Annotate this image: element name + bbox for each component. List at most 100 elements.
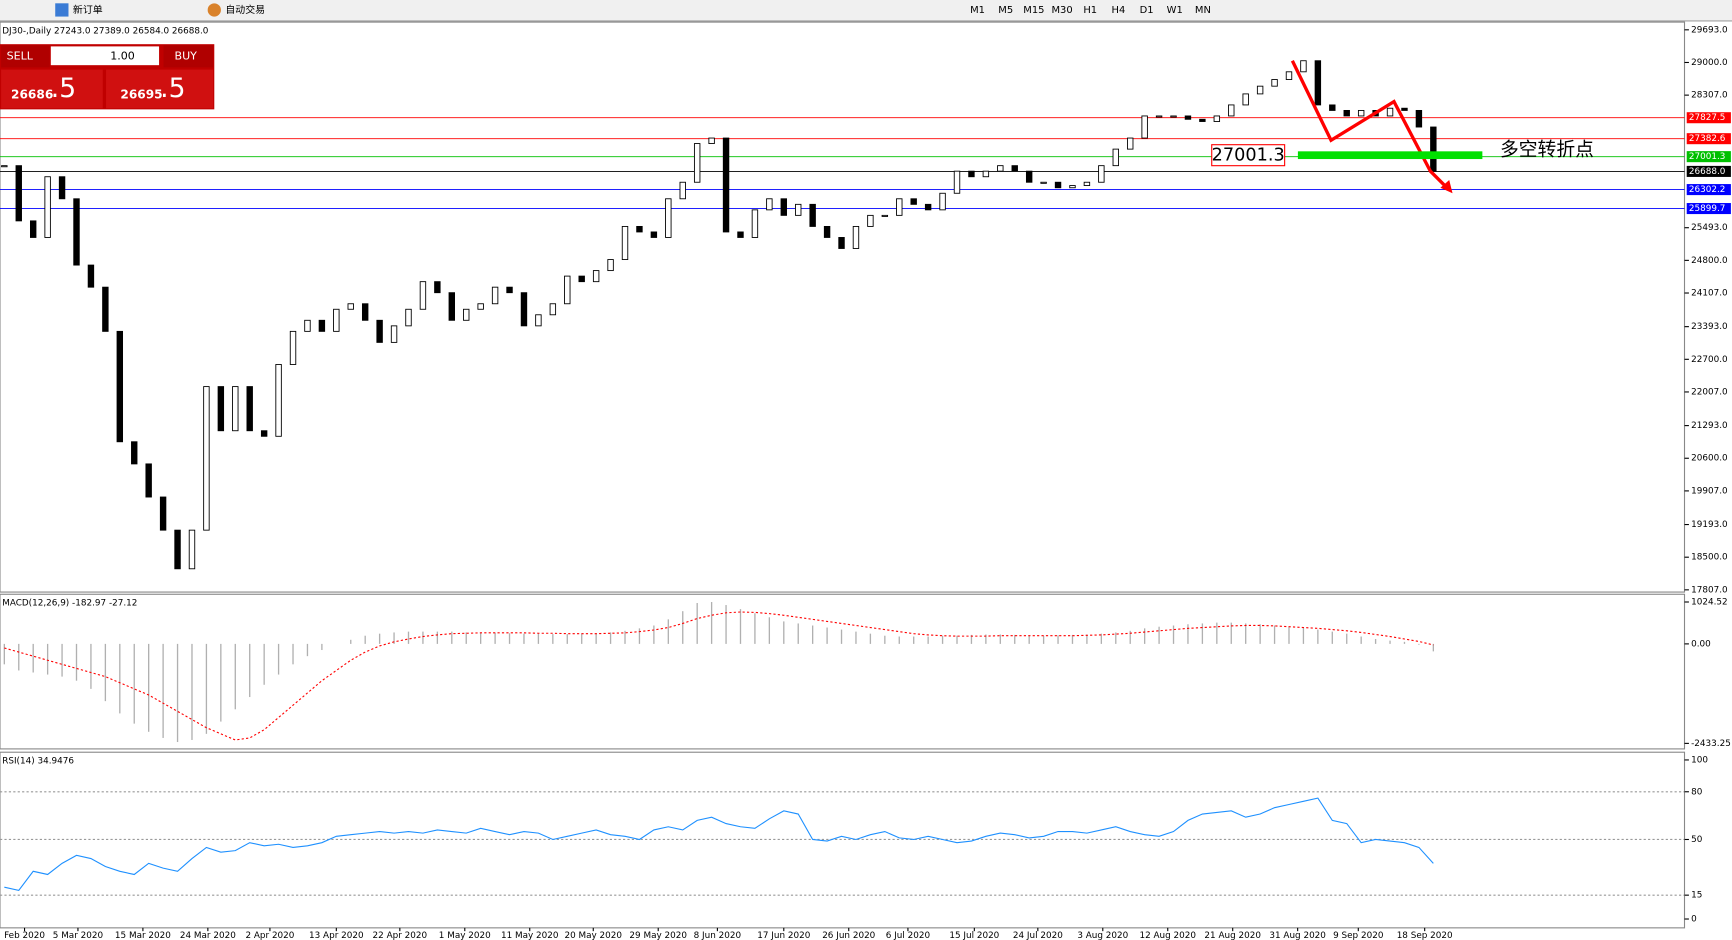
candle-body (708, 137, 715, 145)
timeframe-button[interactable]: M15 (1023, 5, 1044, 16)
candle-body (1343, 109, 1350, 117)
level-tag (1686, 184, 1731, 196)
x-tick-label: 31 Aug 2020 (1269, 931, 1326, 940)
candle-body (232, 386, 239, 432)
timeframe-button[interactable]: M1 (970, 5, 985, 16)
y-tick-label: 25493.0 (1691, 223, 1728, 233)
x-tick-label: 8 Jun 2020 (694, 931, 742, 940)
auto-trade-button[interactable]: 自动交易 (225, 3, 265, 16)
level-label: 25899.7 (1689, 204, 1726, 214)
timeframe-button[interactable]: M30 (1051, 5, 1072, 16)
candle-body (102, 286, 109, 332)
auto-trade-icon[interactable] (207, 3, 221, 17)
candle-body (116, 330, 124, 443)
x-tick-label: 15 Jul 2020 (949, 931, 999, 940)
timeframe-button[interactable]: H4 (1112, 5, 1126, 16)
candle-body (592, 270, 600, 283)
candle-body (1213, 115, 1221, 122)
buy-label[interactable]: BUY (175, 49, 198, 62)
timeframe-button[interactable]: M5 (998, 5, 1013, 16)
sell-button[interactable] (1, 45, 50, 68)
candle-body (145, 463, 152, 498)
candle-body (1256, 85, 1264, 95)
candle-body (809, 203, 816, 227)
trend-arrow (1440, 180, 1453, 194)
level-tag (1686, 203, 1731, 215)
candle-body (217, 386, 225, 432)
candle-body (1184, 115, 1192, 120)
new-order-button[interactable]: 新订单 (73, 3, 103, 16)
x-tick-label: 22 Apr 2020 (373, 931, 428, 940)
candle-body (1285, 71, 1293, 80)
candle-body (304, 319, 311, 332)
candle-body (29, 220, 37, 238)
candle-body (131, 441, 138, 465)
toolbar (0, 0, 1732, 21)
candle-body (390, 325, 398, 343)
candle-body (1098, 165, 1105, 183)
candle-body (333, 308, 340, 332)
macd-panel (0, 593, 1686, 750)
candle-body (347, 303, 354, 310)
new-order-icon[interactable] (55, 3, 69, 17)
y-tick-label: 23393.0 (1691, 322, 1728, 332)
annotation-price: 27001.3 (1212, 146, 1285, 166)
candle-body (520, 292, 528, 327)
ask-frac[interactable]: .5 (160, 73, 185, 104)
lots-value[interactable]: 1.00 (110, 49, 135, 62)
candle-body (693, 143, 701, 183)
candle-body (650, 231, 658, 238)
candle-body (434, 281, 441, 294)
pivot-band (1297, 151, 1483, 160)
level-tag (1686, 151, 1731, 163)
sell-label[interactable]: SELL (7, 49, 34, 62)
candle-body (419, 281, 427, 310)
candle-body (939, 192, 946, 211)
trend-sketch (1290, 60, 1449, 189)
candle-body (1127, 137, 1134, 150)
level-label: 26302.2 (1689, 185, 1726, 195)
x-tick-label: 20 May 2020 (564, 931, 622, 940)
bid-main[interactable]: 26686 (11, 87, 53, 101)
candle-body (246, 386, 253, 432)
ask-box[interactable] (106, 69, 214, 109)
x-tick-label: 13 Apr 2020 (309, 931, 364, 940)
plots: DJ30-,Daily 27243.0 27389.0 26584.0 2668… (0, 25, 1731, 940)
candle-body (1228, 104, 1235, 117)
candle-body (1054, 181, 1062, 189)
bid-frac[interactable]: .5 (51, 73, 76, 104)
x-tick-label: 5 Mar 2020 (53, 931, 104, 940)
candle-body (1170, 115, 1177, 118)
x-tick-label: 21 Aug 2020 (1204, 931, 1261, 940)
candle-body (1357, 109, 1365, 117)
candle-body (982, 170, 990, 178)
candle-body (766, 198, 773, 211)
panel-title: MACD(12,26,9) -182.97 -27.12 (2, 599, 137, 609)
y-tick-label: -2433.25 (1691, 739, 1731, 749)
panel-title: DJ30-,Daily 27243.0 27389.0 26584.0 2668… (2, 26, 209, 36)
lots-input[interactable] (50, 46, 160, 66)
bid-box[interactable] (1, 69, 103, 109)
y-tick-label: 28307.0 (1691, 91, 1728, 101)
signal-line (4, 611, 1434, 741)
timeframe-button[interactable]: MN (1195, 5, 1211, 16)
rsi-panel (0, 751, 1686, 929)
candle-body (506, 286, 513, 294)
x-tick-label: 9 Sep 2020 (1333, 931, 1384, 940)
x-tick-label: 11 May 2020 (501, 931, 559, 940)
ask-main[interactable]: 26695 (120, 87, 162, 101)
timeframe-button[interactable]: D1 (1140, 5, 1154, 16)
timeframe-button[interactable]: W1 (1167, 5, 1183, 16)
x-tick-label: 24 Mar 2020 (180, 931, 236, 940)
y-tick-label: 100 (1691, 755, 1708, 765)
candle-body (665, 198, 672, 238)
y-tick-label: 24107.0 (1691, 289, 1728, 299)
candle-body (881, 214, 889, 217)
timeframe-button[interactable]: H1 (1083, 5, 1097, 16)
y-tick-label: 21293.0 (1691, 421, 1728, 431)
candle-body (1386, 107, 1394, 117)
buy-button[interactable] (163, 45, 214, 68)
candle-body (87, 264, 95, 288)
candle-body (1300, 60, 1307, 73)
candle-body (1401, 107, 1408, 111)
